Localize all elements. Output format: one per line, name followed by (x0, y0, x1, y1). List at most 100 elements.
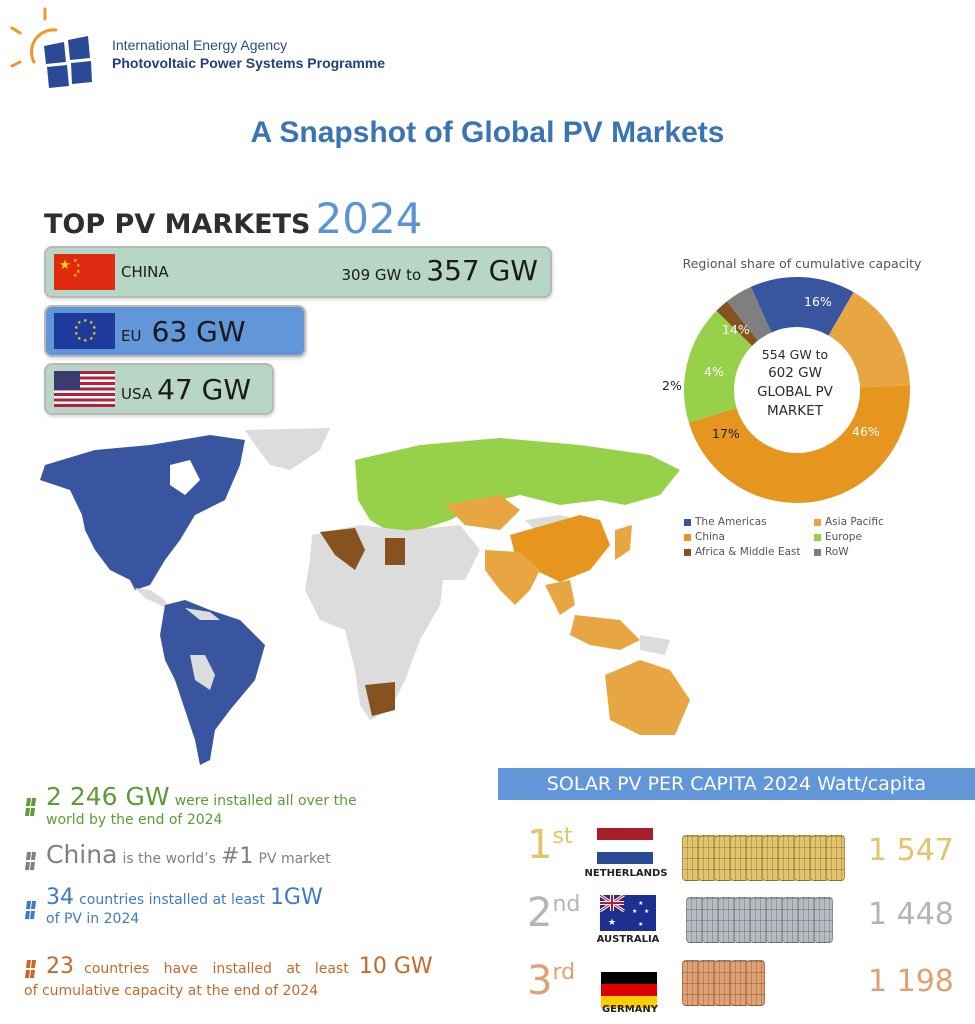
svg-text:★: ★ (77, 320, 82, 326)
fact-highlight: China (46, 840, 118, 869)
legend-item: The Americas (684, 516, 814, 528)
legend-label: Asia Pacific (825, 516, 884, 528)
legend-item: China (684, 531, 814, 543)
svg-text:★: ★ (89, 320, 94, 326)
top-markets-heading: TOP PV MARKETS 2024 (44, 194, 422, 243)
legend-swatch-icon (684, 518, 691, 526)
legend-swatch-icon (814, 533, 821, 541)
india (485, 550, 540, 605)
usa-flag-icon (54, 371, 115, 407)
legend-item: Europe (814, 531, 914, 543)
value-prefix: 309 GW to (341, 266, 422, 284)
center-line: 602 GW (768, 365, 822, 381)
fact-highlight: 10 GW (358, 954, 433, 979)
market-value: 47 GW (157, 372, 252, 406)
fact-highlight: 1GW (269, 885, 323, 910)
rank-number: 2 (527, 890, 553, 936)
legend-item: Africa & Middle East (684, 546, 814, 558)
country-name: GERMANY (601, 1004, 659, 1015)
africa (305, 525, 445, 720)
pct-europe: 17% (712, 426, 740, 441)
eu-flag-icon: ★ ★ ★ ★ ★ ★ ★ ★ ★ ★ (54, 313, 115, 349)
svg-text:★: ★ (83, 318, 88, 324)
solar-panels-bar (682, 960, 765, 1006)
pct-americas: 14% (722, 322, 750, 337)
svg-text:★: ★ (632, 908, 637, 915)
fact-china-number-one: China is the world’s #1 PV market (24, 842, 331, 870)
svg-text:★: ★ (73, 258, 78, 264)
pct-africa-me: 2% (662, 378, 682, 393)
solar-panel-icon (25, 901, 36, 919)
rank-number: 1 (527, 822, 553, 868)
australia-flag-icon: ★ ★ ★ ★ ★ (599, 893, 656, 931)
svg-text:★: ★ (76, 269, 81, 275)
solar-panel-icon (25, 852, 36, 870)
fact-text: of cumulative capacity at the end of 202… (24, 983, 319, 999)
market-country: CHINA (121, 263, 169, 281)
svg-text:★: ★ (92, 331, 97, 337)
fact-text: were installed all over the (174, 793, 357, 809)
svg-text:★: ★ (76, 263, 81, 269)
rank-3: 3rd (527, 958, 575, 1004)
org-line-1: International Energy Agency (112, 37, 288, 53)
svg-text:★: ★ (92, 325, 97, 331)
rank-suffix: rd (552, 960, 576, 985)
australia (605, 660, 690, 735)
market-value: 63 GW (151, 314, 246, 348)
china (510, 515, 610, 582)
center-line: MARKET (767, 403, 823, 419)
market-bar-eu: ★ ★ ★ ★ ★ ★ ★ ★ ★ ★ EU 63 GW (44, 305, 306, 357)
fact-text: PV market (258, 851, 331, 867)
greenland (245, 428, 330, 470)
per-capita-value: 1 448 (868, 897, 954, 932)
center-line: GLOBAL PV (757, 384, 833, 400)
svg-text:★: ★ (644, 908, 649, 915)
pct-china: 46% (852, 424, 880, 439)
svg-text:★: ★ (638, 921, 643, 928)
country-name: NETHERLANDS (584, 868, 668, 879)
legend-swatch-icon (814, 518, 821, 526)
market-value: 309 GW to 357 GW (341, 254, 538, 287)
per-capita-value: 1 198 (868, 964, 954, 999)
pct-asia-pacific: 16% (804, 294, 832, 309)
donut-chart-title: Regional share of cumulative capacity (682, 256, 922, 271)
europe-russia (355, 438, 680, 532)
legend-label: Africa & Middle East (695, 546, 801, 558)
china-flag-icon: ★ ★ ★ ★ ★ (54, 254, 115, 290)
fact-text: countries have installed at least (84, 961, 349, 977)
page-title: A Snapshot of Global PV Markets (250, 116, 725, 149)
value-main: 357 GW (426, 254, 538, 287)
legend-swatch-icon (684, 548, 691, 556)
fact-highlight: 2 246 GW (46, 782, 170, 811)
pct-row: 4% (704, 364, 724, 379)
country-name: AUSTRALIA (596, 934, 660, 945)
svg-text:★: ★ (59, 257, 71, 272)
svg-text:★: ★ (89, 336, 94, 342)
svg-text:★: ★ (608, 917, 616, 927)
rank-1: 1st (527, 822, 573, 868)
rank-2: 2nd (527, 890, 580, 936)
svg-text:★: ★ (638, 900, 643, 907)
legend-item: RoW (814, 546, 914, 558)
fact-text: world by the end of 2024 (46, 812, 223, 828)
fact-countries-10gw: 23 countries have installed at least 10 … (24, 956, 484, 1002)
svg-text:★: ★ (74, 325, 79, 331)
solar-panel-icon (25, 798, 36, 816)
svg-text:★: ★ (83, 338, 88, 344)
legend-label: China (695, 531, 725, 543)
fact-highlight: 34 (46, 885, 74, 910)
rank-number: 3 (527, 958, 553, 1004)
legend-label: RoW (825, 546, 849, 558)
org-line-2: Photovoltaic Power Systems Programme (112, 55, 386, 71)
donut-center-label: 554 GW to 602 GW GLOBAL PV MARKET (740, 345, 850, 421)
market-label: USA 47 GW (121, 373, 251, 406)
solar-panel-icon (25, 960, 36, 978)
north-america (40, 435, 245, 590)
rank-suffix: st (552, 824, 573, 849)
per-capita-heading: SOLAR PV PER CAPITA 2024 Watt/capita (498, 768, 975, 800)
legend-label: The Americas (695, 516, 767, 528)
fact-text: is the world’s (122, 851, 216, 867)
solar-panels-bar (682, 835, 845, 881)
svg-text:★: ★ (74, 331, 79, 337)
market-country: USA (121, 384, 153, 403)
